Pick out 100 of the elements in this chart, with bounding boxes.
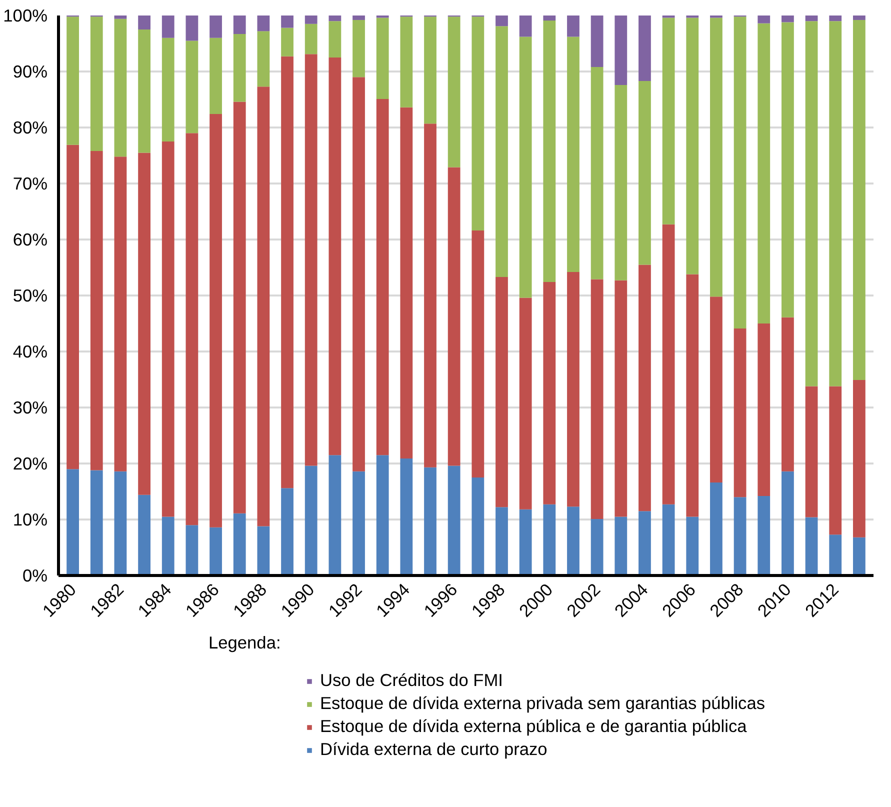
- bar: [496, 16, 508, 26]
- bar: [233, 16, 246, 34]
- bar: [328, 455, 342, 576]
- bar: [114, 156, 127, 472]
- bar: [614, 516, 628, 576]
- bar: [66, 16, 79, 145]
- bar: [567, 506, 580, 576]
- bar: [352, 471, 365, 576]
- bar: [638, 16, 651, 82]
- bar: [829, 386, 842, 535]
- y-tick-label: 90%: [12, 62, 48, 82]
- bar: [686, 274, 699, 517]
- bar: [519, 16, 532, 37]
- bar: [186, 40, 198, 134]
- bar: [66, 469, 79, 576]
- bar: [304, 16, 318, 24]
- bar: [710, 18, 722, 297]
- bar: [496, 507, 508, 576]
- bar: [782, 471, 794, 576]
- bar: [782, 16, 794, 22]
- bar: [257, 16, 270, 32]
- y-tick-label: 30%: [12, 398, 48, 418]
- legend-label: Dívida externa de curto prazo: [320, 739, 548, 760]
- bar: [400, 107, 413, 458]
- bar: [543, 504, 556, 576]
- bar: [614, 280, 628, 517]
- bar: [614, 84, 628, 280]
- bar: [210, 527, 222, 576]
- bar: [472, 16, 484, 231]
- bar: [519, 36, 532, 298]
- bar: [210, 114, 222, 528]
- bar: [376, 455, 389, 576]
- bar: [567, 16, 580, 37]
- bar: [281, 28, 294, 56]
- bar: [210, 38, 222, 114]
- bar: [352, 20, 365, 78]
- legend-label: Uso de Créditos do FMI: [320, 670, 503, 691]
- bar: [186, 525, 198, 576]
- bar: [138, 152, 150, 495]
- y-tick-label: 70%: [12, 174, 48, 194]
- bar: [662, 504, 675, 576]
- bar: [590, 279, 604, 519]
- bar: [543, 20, 556, 282]
- y-tick-label: 0%: [22, 566, 48, 586]
- bar: [829, 16, 842, 22]
- bar: [710, 482, 722, 576]
- bar: [304, 54, 318, 466]
- bar: [805, 21, 818, 386]
- legend-title: Legenda:: [208, 632, 281, 652]
- bar: [543, 282, 556, 504]
- bar: [805, 16, 818, 22]
- bar: [638, 511, 651, 576]
- bar: [281, 16, 294, 28]
- bar: [853, 20, 866, 380]
- bar: [376, 98, 389, 456]
- y-tick-label: 60%: [12, 230, 48, 250]
- bar: [496, 277, 508, 508]
- bar: [233, 513, 246, 576]
- bar: [376, 18, 389, 99]
- bar: [734, 16, 746, 329]
- bar: [352, 16, 365, 20]
- bar: [233, 34, 246, 102]
- bar: [210, 16, 222, 38]
- bar: [590, 67, 604, 280]
- y-tick-label: 10%: [12, 510, 48, 530]
- bar: [424, 124, 436, 468]
- bar: [400, 16, 413, 108]
- y-tick-label: 50%: [12, 286, 48, 306]
- bar: [686, 516, 699, 576]
- bar: [162, 16, 174, 38]
- legend-label: Estoque de dívida externa privada sem garantias públicas: [320, 693, 766, 714]
- bar: [114, 471, 127, 576]
- bar: [472, 230, 484, 478]
- bar: [853, 537, 866, 576]
- bar: [138, 30, 150, 153]
- bar: [782, 22, 794, 318]
- bar: [138, 494, 150, 576]
- y-tick-label: 80%: [12, 118, 48, 138]
- bar: [186, 16, 198, 41]
- bar: [782, 317, 794, 472]
- bar: [328, 58, 342, 456]
- bar: [638, 81, 651, 265]
- bar: [758, 496, 770, 576]
- bar: [281, 56, 294, 488]
- bar: [758, 23, 770, 324]
- bar: [90, 470, 103, 576]
- bar: [662, 18, 675, 224]
- bar: [448, 466, 460, 576]
- bar: [424, 16, 436, 124]
- bar: [590, 16, 604, 68]
- y-tick-label: 20%: [12, 454, 48, 474]
- bar: [424, 467, 436, 576]
- bar: [186, 133, 198, 526]
- bar: [162, 38, 174, 142]
- bar: [328, 21, 342, 58]
- bar: [448, 167, 460, 466]
- bar: [829, 21, 842, 386]
- y-tick-label: 100%: [3, 6, 48, 26]
- y-tick-label: 40%: [12, 342, 48, 362]
- bar: [590, 518, 604, 576]
